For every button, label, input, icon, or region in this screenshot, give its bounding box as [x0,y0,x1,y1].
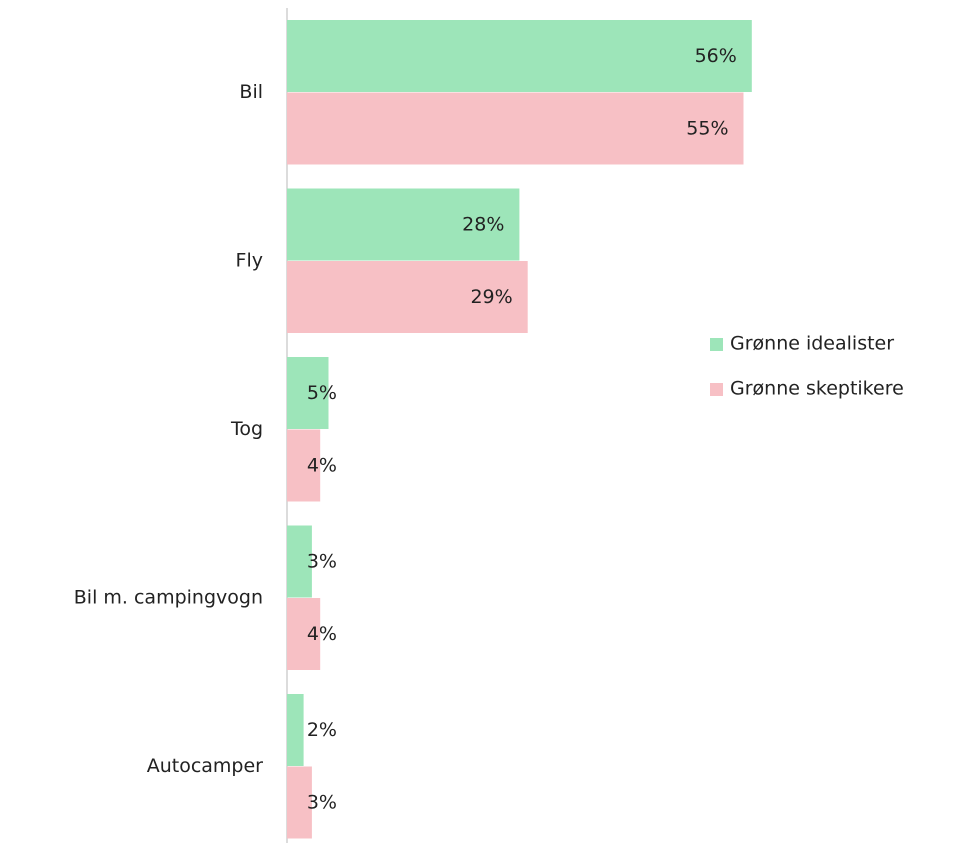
bar [287,261,528,333]
category-label: Fly [236,250,263,272]
category-label: Tog [230,418,263,440]
bar [287,694,304,766]
bar [287,525,312,598]
legend-label: Grønne idealister [730,333,894,355]
value-label: 56% [695,45,737,67]
category-label: Bil m. campingvogn [74,587,263,609]
bar [287,598,321,670]
category-label: Bil [239,81,263,103]
value-label: 3% [307,791,337,813]
value-label: 55% [686,117,728,139]
value-label: 5% [307,382,337,404]
value-label: 4% [307,454,337,476]
bar [287,429,321,502]
bar [287,92,744,165]
value-label: 3% [307,550,337,572]
legend-swatch [710,338,723,351]
value-label: 28% [462,213,504,235]
bar [287,188,520,261]
bar [287,20,752,92]
value-label: 4% [307,623,337,645]
value-label: 2% [307,719,337,741]
value-label: 29% [470,286,512,308]
bar [287,766,312,839]
category-label: Autocamper [147,755,263,777]
legend-label: Grønne skeptikere [730,378,904,400]
legend-swatch [710,383,723,396]
bar [287,357,329,429]
